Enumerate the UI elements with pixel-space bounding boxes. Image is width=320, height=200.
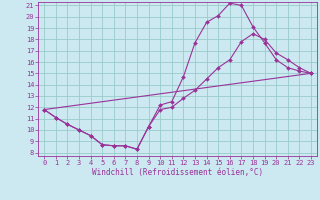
X-axis label: Windchill (Refroidissement éolien,°C): Windchill (Refroidissement éolien,°C) — [92, 168, 263, 177]
